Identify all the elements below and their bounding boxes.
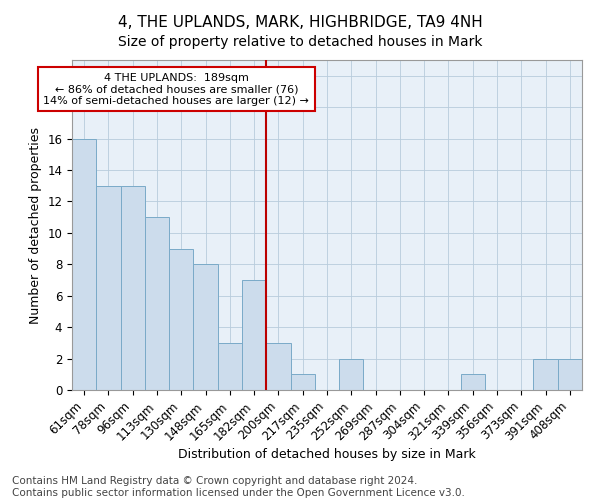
X-axis label: Distribution of detached houses by size in Mark: Distribution of detached houses by size … <box>178 448 476 461</box>
Bar <box>218 343 242 390</box>
Bar <box>461 374 485 390</box>
Bar <box>169 248 193 390</box>
Text: 4, THE UPLANDS, MARK, HIGHBRIDGE, TA9 4NH: 4, THE UPLANDS, MARK, HIGHBRIDGE, TA9 4N… <box>118 15 482 30</box>
Bar <box>145 217 169 390</box>
Bar <box>558 358 582 390</box>
Bar <box>72 138 96 390</box>
Bar <box>290 374 315 390</box>
Text: Contains HM Land Registry data © Crown copyright and database right 2024.
Contai: Contains HM Land Registry data © Crown c… <box>12 476 465 498</box>
Text: 4 THE UPLANDS:  189sqm
← 86% of detached houses are smaller (76)
14% of semi-det: 4 THE UPLANDS: 189sqm ← 86% of detached … <box>43 72 310 106</box>
Bar <box>339 358 364 390</box>
Bar <box>266 343 290 390</box>
Bar <box>533 358 558 390</box>
Bar <box>193 264 218 390</box>
Bar <box>96 186 121 390</box>
Bar <box>242 280 266 390</box>
Y-axis label: Number of detached properties: Number of detached properties <box>29 126 42 324</box>
Bar <box>121 186 145 390</box>
Text: Size of property relative to detached houses in Mark: Size of property relative to detached ho… <box>118 35 482 49</box>
